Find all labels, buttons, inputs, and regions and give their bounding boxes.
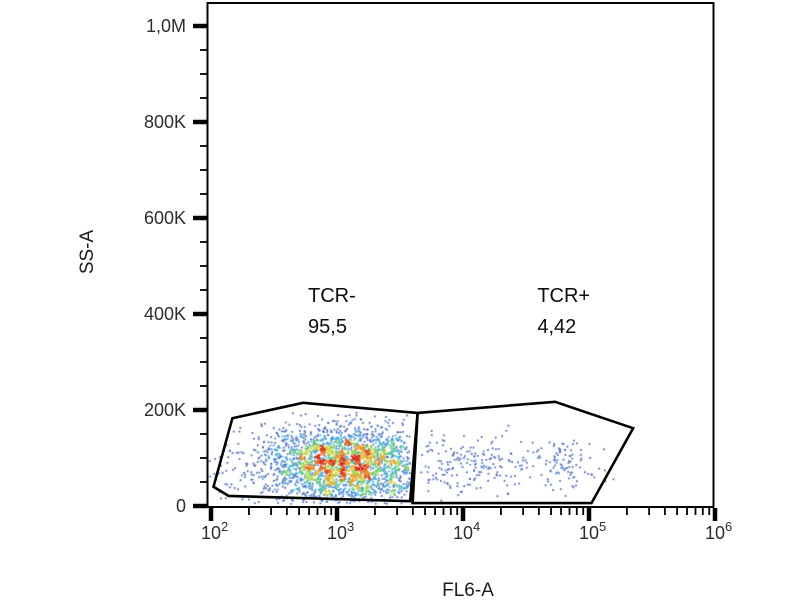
y-tick-label: 200K <box>144 400 186 420</box>
gate-percent: 95,5 <box>308 315 347 338</box>
y-axis-title: SS-A <box>77 229 98 275</box>
gate-percent: 4,42 <box>537 315 577 338</box>
y-tick-label: 800K <box>144 112 186 132</box>
y-axis-ticks: 0 200K 400K 600K 800K 1,0M <box>144 16 207 516</box>
x-tick-label: 105 <box>579 519 606 543</box>
y-tick-label: 0 <box>176 496 186 516</box>
gate-polygon-1 <box>411 400 635 505</box>
x-tick-label: 102 <box>201 519 228 543</box>
gate-polygon-0 <box>211 401 420 503</box>
y-tick-label: 1,0M <box>146 16 186 36</box>
y-tick-label: 400K <box>144 304 186 324</box>
x-axis-title: FL6-A <box>442 580 494 600</box>
gate-label-tcr-negative: TCR- 95,5 <box>308 281 356 343</box>
plot-border <box>206 2 715 508</box>
x-axis-ticks: 102 103 104 105 106 <box>201 508 732 543</box>
gate-name: TCR- <box>308 284 356 307</box>
gate-name: TCR+ <box>537 284 591 307</box>
y-tick-label: 600K <box>144 208 186 228</box>
x-tick-label: 106 <box>705 519 732 543</box>
gate-polygons <box>211 400 635 505</box>
x-tick-label: 103 <box>327 519 354 543</box>
x-tick-label: 104 <box>453 519 480 543</box>
gate-label-tcr-positive: TCR+ 4,42 <box>537 281 590 343</box>
